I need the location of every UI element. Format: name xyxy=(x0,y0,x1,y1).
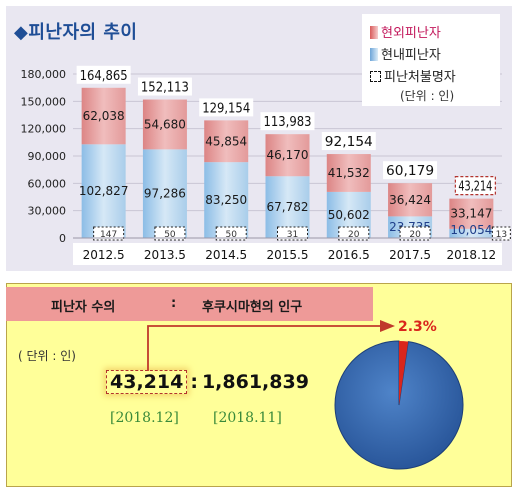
bar-inside xyxy=(81,144,126,238)
total-label-box xyxy=(454,176,496,196)
connector-line xyxy=(147,325,382,371)
bar-inside xyxy=(204,162,249,238)
data-label-outside: 45,854 xyxy=(205,134,247,148)
unknown-label: 31 xyxy=(287,230,298,240)
unknown-label: 50 xyxy=(164,230,176,240)
comparison-banner: 피난자 수의 : 후쿠시마현의 인구 xyxy=(6,287,373,321)
legend-item-unknown: 피난처불명자 xyxy=(370,66,456,85)
total-label-box xyxy=(199,98,254,117)
total-label: 164,865 xyxy=(80,69,128,84)
evacuee-date: [2018.12] xyxy=(110,410,179,426)
total-label-box xyxy=(76,65,131,84)
legend: 현외피난자 현내피난자 피난처불명자 xyxy=(362,14,500,106)
unknown-label-box xyxy=(277,226,308,241)
x-axis-strip xyxy=(73,243,502,265)
pie-slice-evacuees xyxy=(399,341,409,405)
data-label-outside: 62,038 xyxy=(83,109,125,123)
unknown-label: 50 xyxy=(225,230,237,240)
total-label: 43,214 xyxy=(458,180,492,195)
bar-inside xyxy=(449,228,494,238)
unknown-label: 20 xyxy=(348,230,360,240)
legend-label-unknown: 피난처불명자 xyxy=(384,70,456,85)
y-tick-label: 0 xyxy=(59,232,66,245)
population-date: [2018.11] xyxy=(213,410,282,426)
legend-swatch-inside xyxy=(370,48,378,61)
unknown-label-box xyxy=(399,226,431,241)
total-label: 113,983 xyxy=(264,115,312,130)
data-label-outside: 33,147 xyxy=(450,207,492,221)
data-label-outside: 46,170 xyxy=(267,148,309,162)
total-label: 60,179 xyxy=(386,164,434,179)
pie-slice-label: 2.3% xyxy=(398,319,437,335)
legend-label-inside: 현내피난자 xyxy=(381,48,441,63)
bar-outside xyxy=(326,154,371,192)
unknown-label: 20 xyxy=(409,230,421,240)
legend-item-inside: 현내피난자 xyxy=(370,44,441,63)
data-label-outside: 41,532 xyxy=(328,166,370,180)
x-tick-label: 2013.5 xyxy=(144,248,186,262)
total-label-box xyxy=(260,112,315,131)
x-tick-label: 2017.5 xyxy=(389,248,431,262)
total-label-box xyxy=(383,161,438,180)
unit-label: (단위 : 인) xyxy=(400,89,455,103)
comparison-values: 43,214:1,861,839 xyxy=(106,370,309,394)
data-label-inside: 83,250 xyxy=(205,193,247,207)
evacuee-count: 43,214 xyxy=(106,370,188,394)
pie-slice-population xyxy=(334,340,464,470)
unknown-label-box xyxy=(215,226,247,241)
unknown-label-box xyxy=(491,226,511,241)
data-label-inside: 50,602 xyxy=(328,208,370,222)
y-tick-label: 90,000 xyxy=(28,150,67,163)
y-tick-label: 150,000 xyxy=(21,95,67,108)
data-label-inside: 97,286 xyxy=(144,187,186,201)
y-tick-label: 180,000 xyxy=(21,68,67,81)
unknown-label-box xyxy=(338,226,370,241)
x-tick-label: 2014.5 xyxy=(205,248,247,262)
bar-inside xyxy=(142,149,187,238)
legend-swatch-unknown xyxy=(370,71,381,82)
unknown-label-box xyxy=(154,226,186,241)
bar-outside xyxy=(388,183,433,217)
y-tick-label: 120,000 xyxy=(21,123,67,136)
connector-arrowhead xyxy=(380,320,395,332)
population-count: 1,861,839 xyxy=(201,371,309,393)
legend-label-outside: 현외피난자 xyxy=(381,26,441,41)
total-label-box xyxy=(137,77,192,96)
bar-outside xyxy=(449,198,494,229)
x-tick-label: 2015.5 xyxy=(267,248,309,262)
bar-outside xyxy=(265,134,310,177)
x-tick-label: 2018.12 xyxy=(447,248,497,262)
bar-outside xyxy=(142,99,187,150)
ratio-colon: : xyxy=(190,371,198,393)
bar-outside xyxy=(81,87,126,145)
unknown-label-box xyxy=(93,226,125,241)
data-label-inside: 10,054 xyxy=(450,223,492,237)
banner-evacuees-label: 피난자 수의 xyxy=(51,300,116,315)
total-label-box xyxy=(321,132,376,151)
comparison-unit: ( 단위 : 인) xyxy=(18,349,76,363)
legend-item-outside: 현외피난자 xyxy=(370,22,441,41)
x-tick-label: 2012.5 xyxy=(83,248,125,262)
total-label: 152,113 xyxy=(141,81,189,96)
unknown-label: 147 xyxy=(100,230,117,240)
bar-outside xyxy=(204,120,249,163)
chart-title: ◆피난자의 추이 xyxy=(14,22,138,43)
y-tick-label: 60,000 xyxy=(28,177,67,190)
legend-swatch-outside xyxy=(370,26,378,39)
data-label-inside: 102,827 xyxy=(79,184,129,198)
y-tick-label: 30,000 xyxy=(28,205,67,218)
unknown-label: 13 xyxy=(496,230,507,240)
data-label-outside: 36,424 xyxy=(389,193,431,207)
x-tick-label: 2016.5 xyxy=(328,248,370,262)
data-label-inside: 67,782 xyxy=(267,200,309,214)
total-label: 92,154 xyxy=(325,135,373,150)
banner-separator: : xyxy=(171,296,177,311)
data-label-outside: 54,680 xyxy=(144,117,186,131)
banner-population-label: 후쿠시마현의 인구 xyxy=(202,300,303,315)
total-label: 129,154 xyxy=(202,101,250,116)
